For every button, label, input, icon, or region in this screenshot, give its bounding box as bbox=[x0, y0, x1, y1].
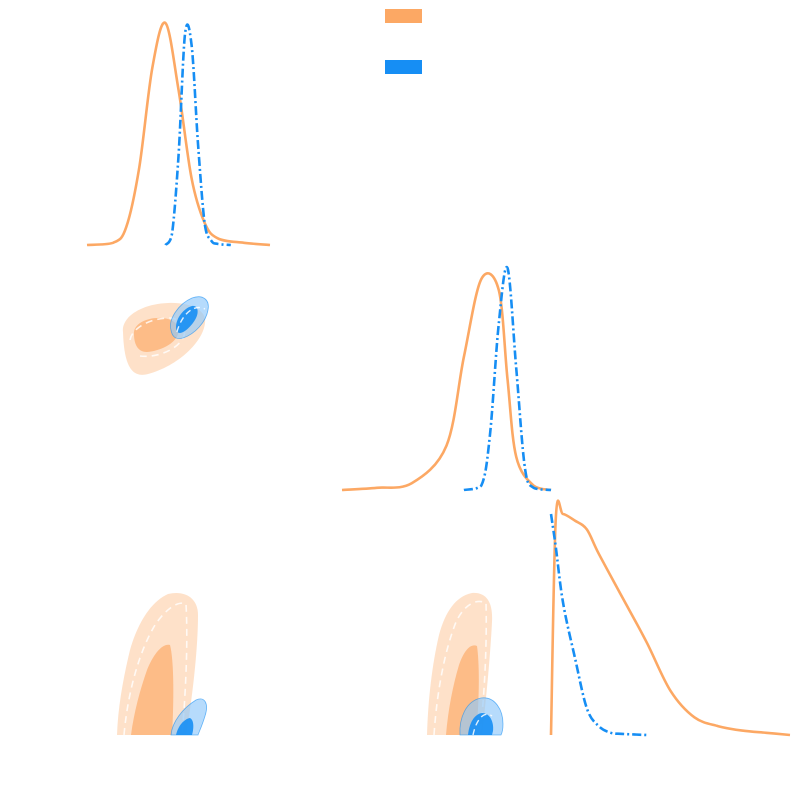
marginal-curve-series2-panel2 bbox=[463, 265, 552, 492]
legend-swatch-2 bbox=[385, 60, 422, 74]
joint-density-contours bbox=[117, 296, 504, 736]
marginal-curves bbox=[86, 21, 791, 737]
joint-panel-row3-col2 bbox=[427, 592, 504, 736]
blue-dashed-contour bbox=[176, 306, 206, 333]
orange-contour-inner bbox=[133, 317, 179, 352]
marginal-curve-series1-panel1 bbox=[86, 21, 271, 247]
marginal-curve-series1-panel2 bbox=[341, 272, 552, 492]
joint-panel-row2-col1 bbox=[122, 296, 209, 375]
legend-swatch-1 bbox=[385, 9, 422, 23]
joint-panel-row3-col1 bbox=[117, 592, 207, 736]
blue-dashed-contour bbox=[472, 713, 493, 736]
marginal-curve-series2-panel1 bbox=[164, 23, 231, 247]
legend bbox=[385, 9, 422, 74]
blue-contour-inner bbox=[176, 718, 194, 735]
orange-contour-inner bbox=[131, 644, 174, 735]
marginal-curve-series1-panel3 bbox=[549, 499, 791, 737]
blue-contour-inner bbox=[176, 305, 198, 333]
marginal-curve-series2-panel3 bbox=[549, 513, 647, 737]
